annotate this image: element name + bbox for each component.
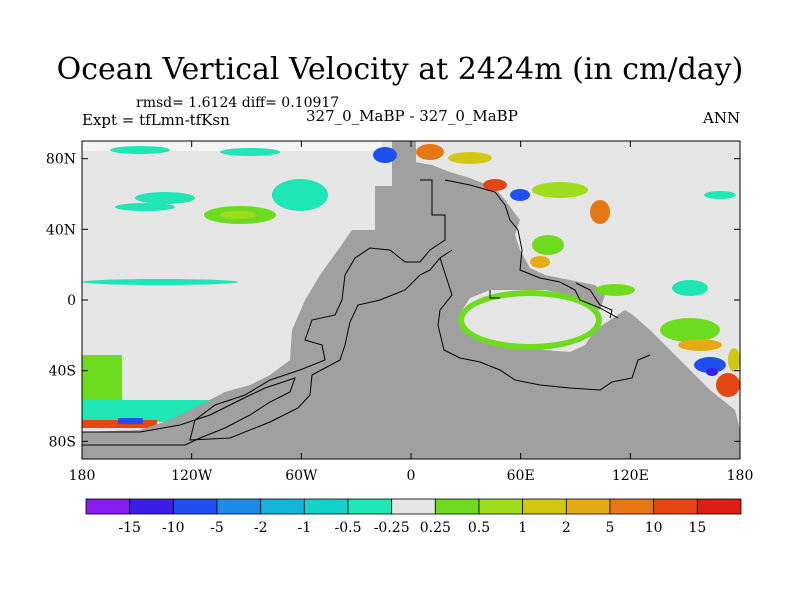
teal-blob-east (704, 191, 736, 199)
teal-blob-arctic-2 (220, 148, 280, 156)
red-blob-arctic-1 (416, 144, 444, 160)
teal-blob-1 (135, 192, 195, 204)
ocean-basin (464, 296, 596, 344)
red-band-se (716, 373, 740, 397)
colorbar-swatch (260, 498, 305, 515)
teal-blob-2 (272, 179, 328, 211)
yellow-core-npacific (220, 211, 256, 219)
coastline-contours (82, 179, 651, 446)
land-arctic-strip (404, 141, 416, 181)
x-tick-label: 180 (69, 468, 96, 484)
stats-label: rmsd= 1.6124 diff= 0.10917 (136, 95, 340, 111)
x-tick-label: 60E (507, 468, 535, 484)
contour-africa (437, 257, 651, 391)
colorbar-label: -1 (298, 520, 312, 536)
so-blue-patch (118, 418, 143, 424)
green-band-se-1 (660, 318, 720, 342)
yellow-band-se (728, 348, 740, 372)
colorbar-swatch (522, 498, 567, 515)
colorbar-swatch (85, 498, 131, 515)
green-blob-ne (532, 235, 564, 255)
experiment-label: Expt = tfLmn-tfKsn (82, 111, 230, 129)
red-blob-ne (483, 179, 507, 191)
colorbar-label: -5 (210, 520, 224, 536)
colorbar-label: -10 (162, 520, 185, 536)
colorbar-swatch (347, 498, 393, 515)
purple-dot-se (706, 368, 718, 376)
blue-blob-arctic-1 (373, 147, 397, 163)
contour-americas-outer (189, 179, 453, 441)
colorbar-label: 0.25 (420, 520, 451, 536)
colorbar-label: 2 (562, 520, 571, 536)
y-tick-label: 80S (49, 434, 76, 450)
x-tick-label: 180 (727, 468, 754, 484)
colorbar-label: -15 (118, 520, 141, 536)
green-blob-se (595, 284, 635, 296)
colorbar-swatch (129, 498, 174, 515)
teal-blob-3 (115, 203, 175, 211)
contour-south-long (82, 377, 296, 446)
yellow-blob-ne (532, 182, 588, 198)
blue-blob-ne (510, 189, 530, 201)
map-field (82, 141, 740, 459)
teal-blob-arctic (110, 146, 170, 154)
orange-blob-ne (590, 200, 610, 224)
colorbar-swatch (609, 498, 655, 515)
colorbar-swatch (216, 498, 262, 515)
colorbar-swatch (434, 498, 480, 515)
y-tick-label: 40S (49, 364, 76, 380)
land-americas (82, 141, 740, 459)
case-label: 327_0_MaBP - 327_0_MaBP (306, 107, 518, 125)
colorbar-label: 0.5 (468, 520, 490, 536)
y-tick-label: 0 (67, 293, 76, 309)
blue-band-se (694, 357, 726, 373)
arctic-white-band (82, 141, 382, 151)
colorbar-label: 15 (688, 520, 706, 536)
colorbar-swatch (172, 498, 218, 515)
axis-ticks: 180 120W 60W 0 60E 120E 180 80N 40N 0 40S 80S (46, 141, 753, 484)
teal-blob-east-2 (672, 280, 708, 296)
teal-strip-equator (82, 279, 238, 285)
orange-blob-mid (530, 256, 550, 268)
colorbar-label: 5 (606, 520, 615, 536)
x-tick-label: 120W (171, 468, 213, 484)
x-tick-label: 120E (612, 468, 649, 484)
colorbar-swatch (653, 498, 698, 515)
colorbar-swatch (391, 498, 436, 515)
x-tick-label: 60W (285, 468, 318, 484)
contour-small-2 (575, 282, 613, 319)
colorbar-label: 1 (518, 520, 527, 536)
y-tick-label: 40N (46, 222, 76, 238)
colorbar-label: 10 (645, 520, 663, 536)
chart-title: Ocean Vertical Velocity at 2424m (in cm/… (56, 52, 744, 87)
colorbar-swatch (696, 498, 742, 515)
colorbar-swatch (478, 498, 524, 515)
y-tick-label: 80N (46, 152, 76, 168)
colorbar-swatch (303, 498, 349, 515)
x-tick-label: 0 (407, 468, 416, 484)
colorbar-label: -2 (254, 520, 268, 536)
season-label: ANN (703, 109, 741, 127)
contour-ne (444, 179, 619, 319)
yellow-blob-arctic (448, 152, 492, 164)
colorbar-swatch (565, 498, 611, 515)
colorbar: -15 -10 -5 -2 -1 -0.5 -0.25 0.25 0.5 1 2 5 10 15 (85, 498, 742, 536)
colorbar-label: -0.5 (335, 520, 362, 536)
contour-small-1 (489, 290, 500, 299)
orange-band-se (678, 339, 722, 351)
colorbar-label: -0.25 (374, 520, 410, 536)
